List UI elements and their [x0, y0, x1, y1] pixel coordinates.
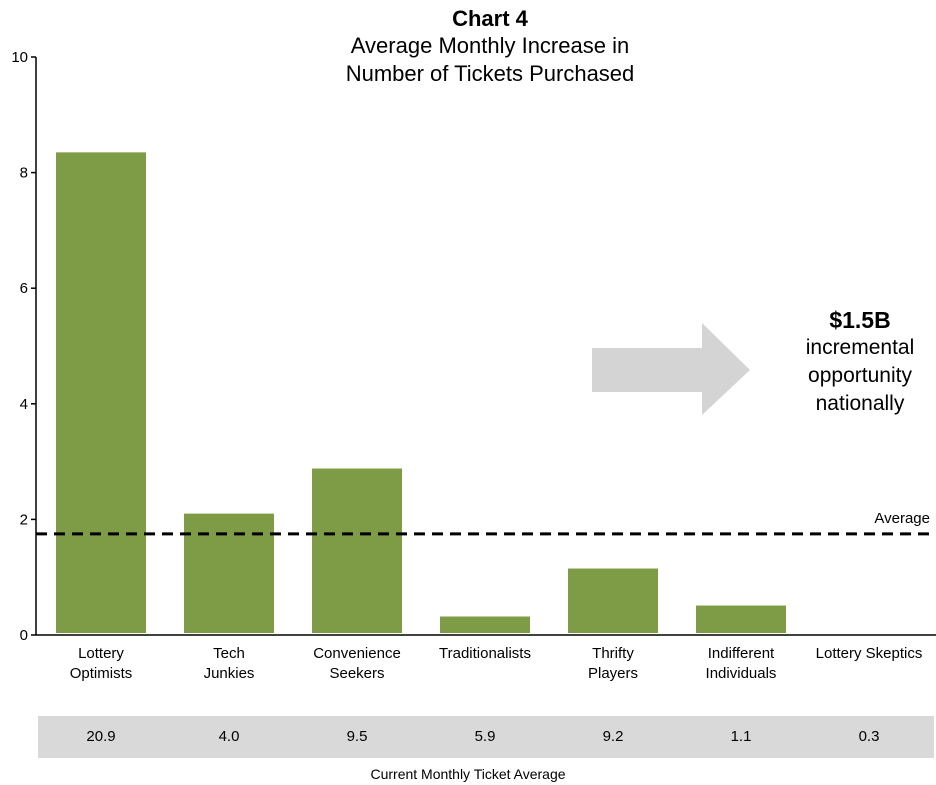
y-tick-label: 8	[20, 165, 28, 182]
chart-subtitle-line-2: Number of Tickets Purchased	[345, 61, 635, 86]
current-average-value: 0.3	[858, 728, 880, 745]
bar	[56, 152, 146, 633]
chart-title: Chart 4	[452, 6, 528, 31]
current-average-value: 9.5	[346, 728, 368, 745]
chart-subtitle-line-1: Average Monthly Increase in	[350, 33, 630, 58]
bar	[696, 605, 786, 633]
category-label: Indifferent Individuals	[705, 645, 777, 682]
callout-arrow	[592, 323, 750, 415]
bar	[440, 616, 530, 633]
current-average-label: Current Monthly Ticket Average	[370, 766, 566, 782]
category-label: Convenience Seekers	[313, 645, 401, 682]
current-average-band	[38, 716, 934, 758]
callout: $1.5B incremental opportunity nationally	[780, 306, 936, 418]
average-label: Average	[874, 510, 930, 527]
category-label: Lottery Optimists	[69, 645, 133, 682]
category-label: Tech Junkies	[203, 645, 255, 682]
bar	[184, 513, 274, 633]
y-tick-label: 0	[20, 627, 28, 644]
current-average-value: 5.9	[474, 728, 496, 745]
callout-line-2: opportunity	[808, 364, 912, 387]
current-average-value: 9.2	[602, 728, 624, 745]
current-average-value: 1.1	[730, 728, 752, 745]
bar	[568, 568, 658, 633]
y-tick-label: 2	[20, 511, 28, 528]
callout-line-1: incremental	[805, 336, 915, 359]
current-average-value: 4.0	[218, 728, 240, 745]
callout-line-3: nationally	[815, 392, 905, 415]
current-average-value: 20.9	[86, 728, 116, 745]
callout-value: $1.5B	[829, 307, 891, 333]
y-tick-label: 6	[20, 280, 28, 297]
category-label: Lottery Skeptics	[815, 645, 923, 662]
title-block: Chart 4 Average Monthly Increase in Numb…	[280, 6, 700, 88]
category-label: Traditionalists	[439, 645, 531, 662]
category-label: Thrifty Players	[587, 645, 639, 682]
y-tick-label: 4	[20, 396, 28, 413]
bar	[312, 468, 402, 633]
y-tick-label: 10	[11, 49, 28, 66]
